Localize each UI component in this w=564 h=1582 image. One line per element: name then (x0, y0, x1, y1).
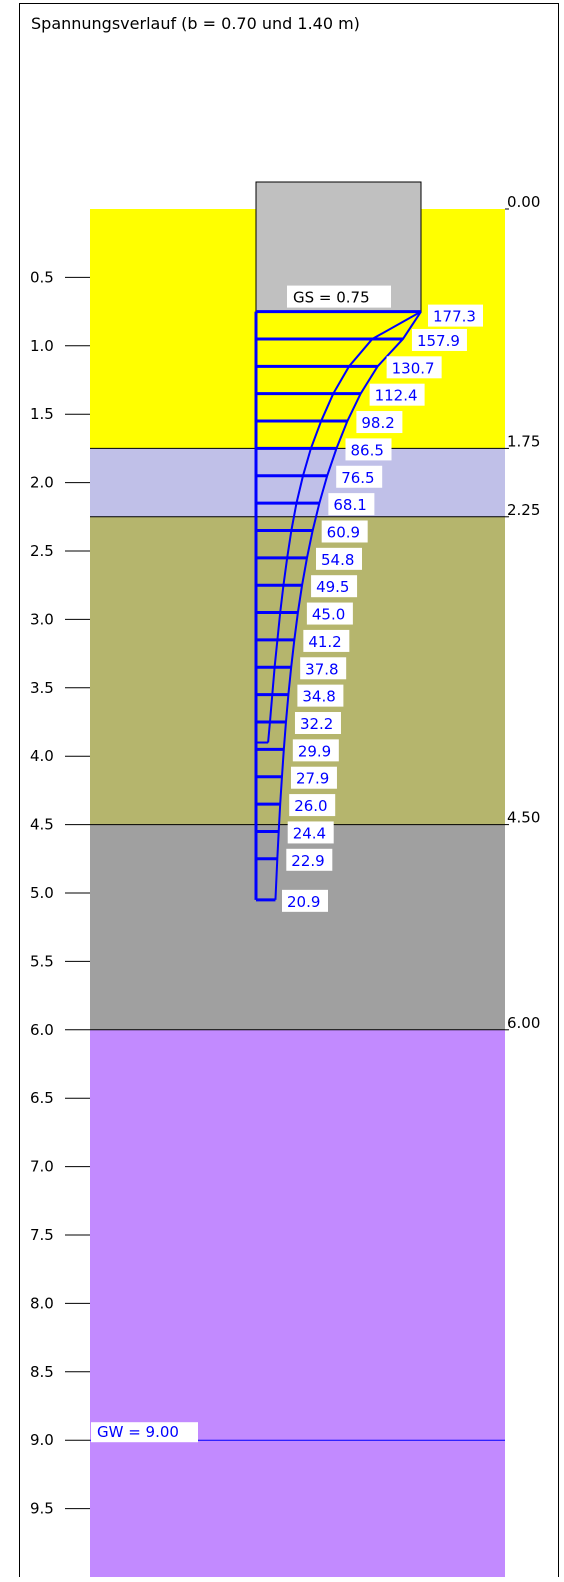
stress-value-label: 157.9 (417, 332, 460, 350)
stress-value-box (411, 328, 467, 351)
stress-value-label: 76.5 (341, 469, 374, 487)
depth-tick-label: 5.0 (30, 884, 54, 902)
stress-value-box (315, 547, 362, 570)
stress-value-label: 26.0 (294, 797, 327, 815)
stress-value-label: 177.3 (433, 308, 476, 326)
soil-layer (90, 1029, 505, 1577)
stress-value-box (356, 411, 403, 434)
stress-value-label: 54.8 (321, 551, 354, 569)
stress-value-label: 29.9 (298, 742, 331, 760)
depth-tick-label: 7.5 (30, 1226, 54, 1244)
stress-value-box (336, 465, 383, 488)
depth-tick-label: 8.0 (30, 1294, 54, 1312)
stress-value-label: 45.0 (312, 606, 345, 624)
stress-value-box (345, 438, 392, 461)
depth-tick-label: 9.0 (30, 1431, 54, 1449)
foundation-label: GS = 0.75 (293, 289, 370, 307)
stress-value-label: 60.9 (327, 523, 360, 541)
depth-tick-label: 4.0 (30, 747, 54, 765)
depth-tick-label: 6.0 (30, 1021, 54, 1039)
depth-tick-label: 5.5 (30, 952, 54, 970)
depth-tick-label: 2.5 (30, 542, 54, 560)
depth-tick-label: 8.5 (30, 1363, 54, 1381)
soil-layer (90, 448, 505, 517)
stress-value-label: 37.8 (305, 660, 338, 678)
depth-tick-label: 0.5 (30, 268, 54, 286)
stress-value-label: 34.8 (302, 688, 335, 706)
stress-value-box (286, 848, 333, 871)
stress-value-box (386, 356, 442, 379)
stress-value-label: 112.4 (375, 387, 418, 405)
boundary-depth-label: 4.50 (507, 809, 540, 827)
stress-value-label: 98.2 (361, 414, 394, 432)
stress-value-box (297, 684, 344, 707)
stress-value-label: 22.9 (291, 852, 324, 870)
diagram-title: Spannungsverlauf (b = 0.70 und 1.40 m) (31, 14, 360, 33)
depth-tick-label: 9.5 (30, 1500, 54, 1518)
stress-value-box (290, 766, 337, 789)
boundary-depth-label: 0.00 (507, 193, 540, 211)
stress-value-box (306, 602, 353, 625)
stress-value-labels: 177.3 157.9 130.7 112.4 98.2 86.5 76.5 68.1 60.9… (282, 304, 483, 912)
stress-value-label: 86.5 (350, 441, 383, 459)
stress-value-box (311, 575, 358, 598)
boundary-depth-label: 1.75 (507, 432, 540, 450)
stress-value-box (289, 794, 336, 817)
foundation-group: GS = 0.75 (255, 181, 422, 313)
stress-value-box (300, 657, 347, 680)
groundwater-group: GW = 9.00 (90, 1422, 505, 1443)
stress-distribution (254, 310, 422, 902)
stress-value-label: 68.1 (333, 496, 366, 514)
stress-value-label: 24.4 (293, 824, 326, 842)
boundary-depth-label: 2.25 (507, 501, 540, 519)
depth-tick-label: 3.0 (30, 610, 54, 628)
depth-tick-label: 4.5 (30, 816, 54, 834)
stress-value-box (369, 383, 425, 406)
stress-value-box (303, 629, 350, 652)
stress-curve-narrow (267, 310, 422, 743)
stress-value-box (321, 520, 368, 543)
stress-value-label: 27.9 (296, 770, 329, 788)
groundwater-label-box (91, 1422, 198, 1443)
foundation-label-box (287, 285, 391, 308)
depth-tick-label: 3.5 (30, 679, 54, 697)
boundary-labels: 0.00 1.75 2.25 4.50 6.00 (505, 193, 540, 1032)
depth-tick-label: 1.0 (30, 337, 54, 355)
depth-tick-label: 2.0 (30, 474, 54, 492)
stress-curve-wide (274, 311, 422, 900)
depth-axis: 0.5 1.0 1.5 2.0 2.5 3.0 3.5 4.0 4.5 5.0 5.5 6.0 6.5 7… (30, 268, 90, 1518)
depth-tick-label: 7.0 (30, 1158, 54, 1176)
soil-layers (90, 209, 505, 1577)
stress-value-label: 32.2 (300, 715, 333, 733)
stress-value-label: 130.7 (392, 359, 435, 377)
stress-value-box (328, 493, 375, 516)
stress-value-box (287, 821, 334, 844)
groundwater-label: GW = 9.00 (97, 1423, 179, 1441)
stress-value-label: 49.5 (316, 578, 349, 596)
stress-value-label: 20.9 (287, 893, 320, 911)
boundary-depth-label: 6.00 (507, 1014, 540, 1032)
stress-value-box (282, 889, 328, 912)
stress-value-box (292, 739, 339, 762)
stress-value-box (428, 304, 483, 327)
depth-tick-label: 6.5 (30, 1089, 54, 1107)
stress-value-label: 41.2 (308, 633, 341, 651)
depth-tick-label: 1.5 (30, 405, 54, 423)
stress-value-box (294, 712, 341, 734)
